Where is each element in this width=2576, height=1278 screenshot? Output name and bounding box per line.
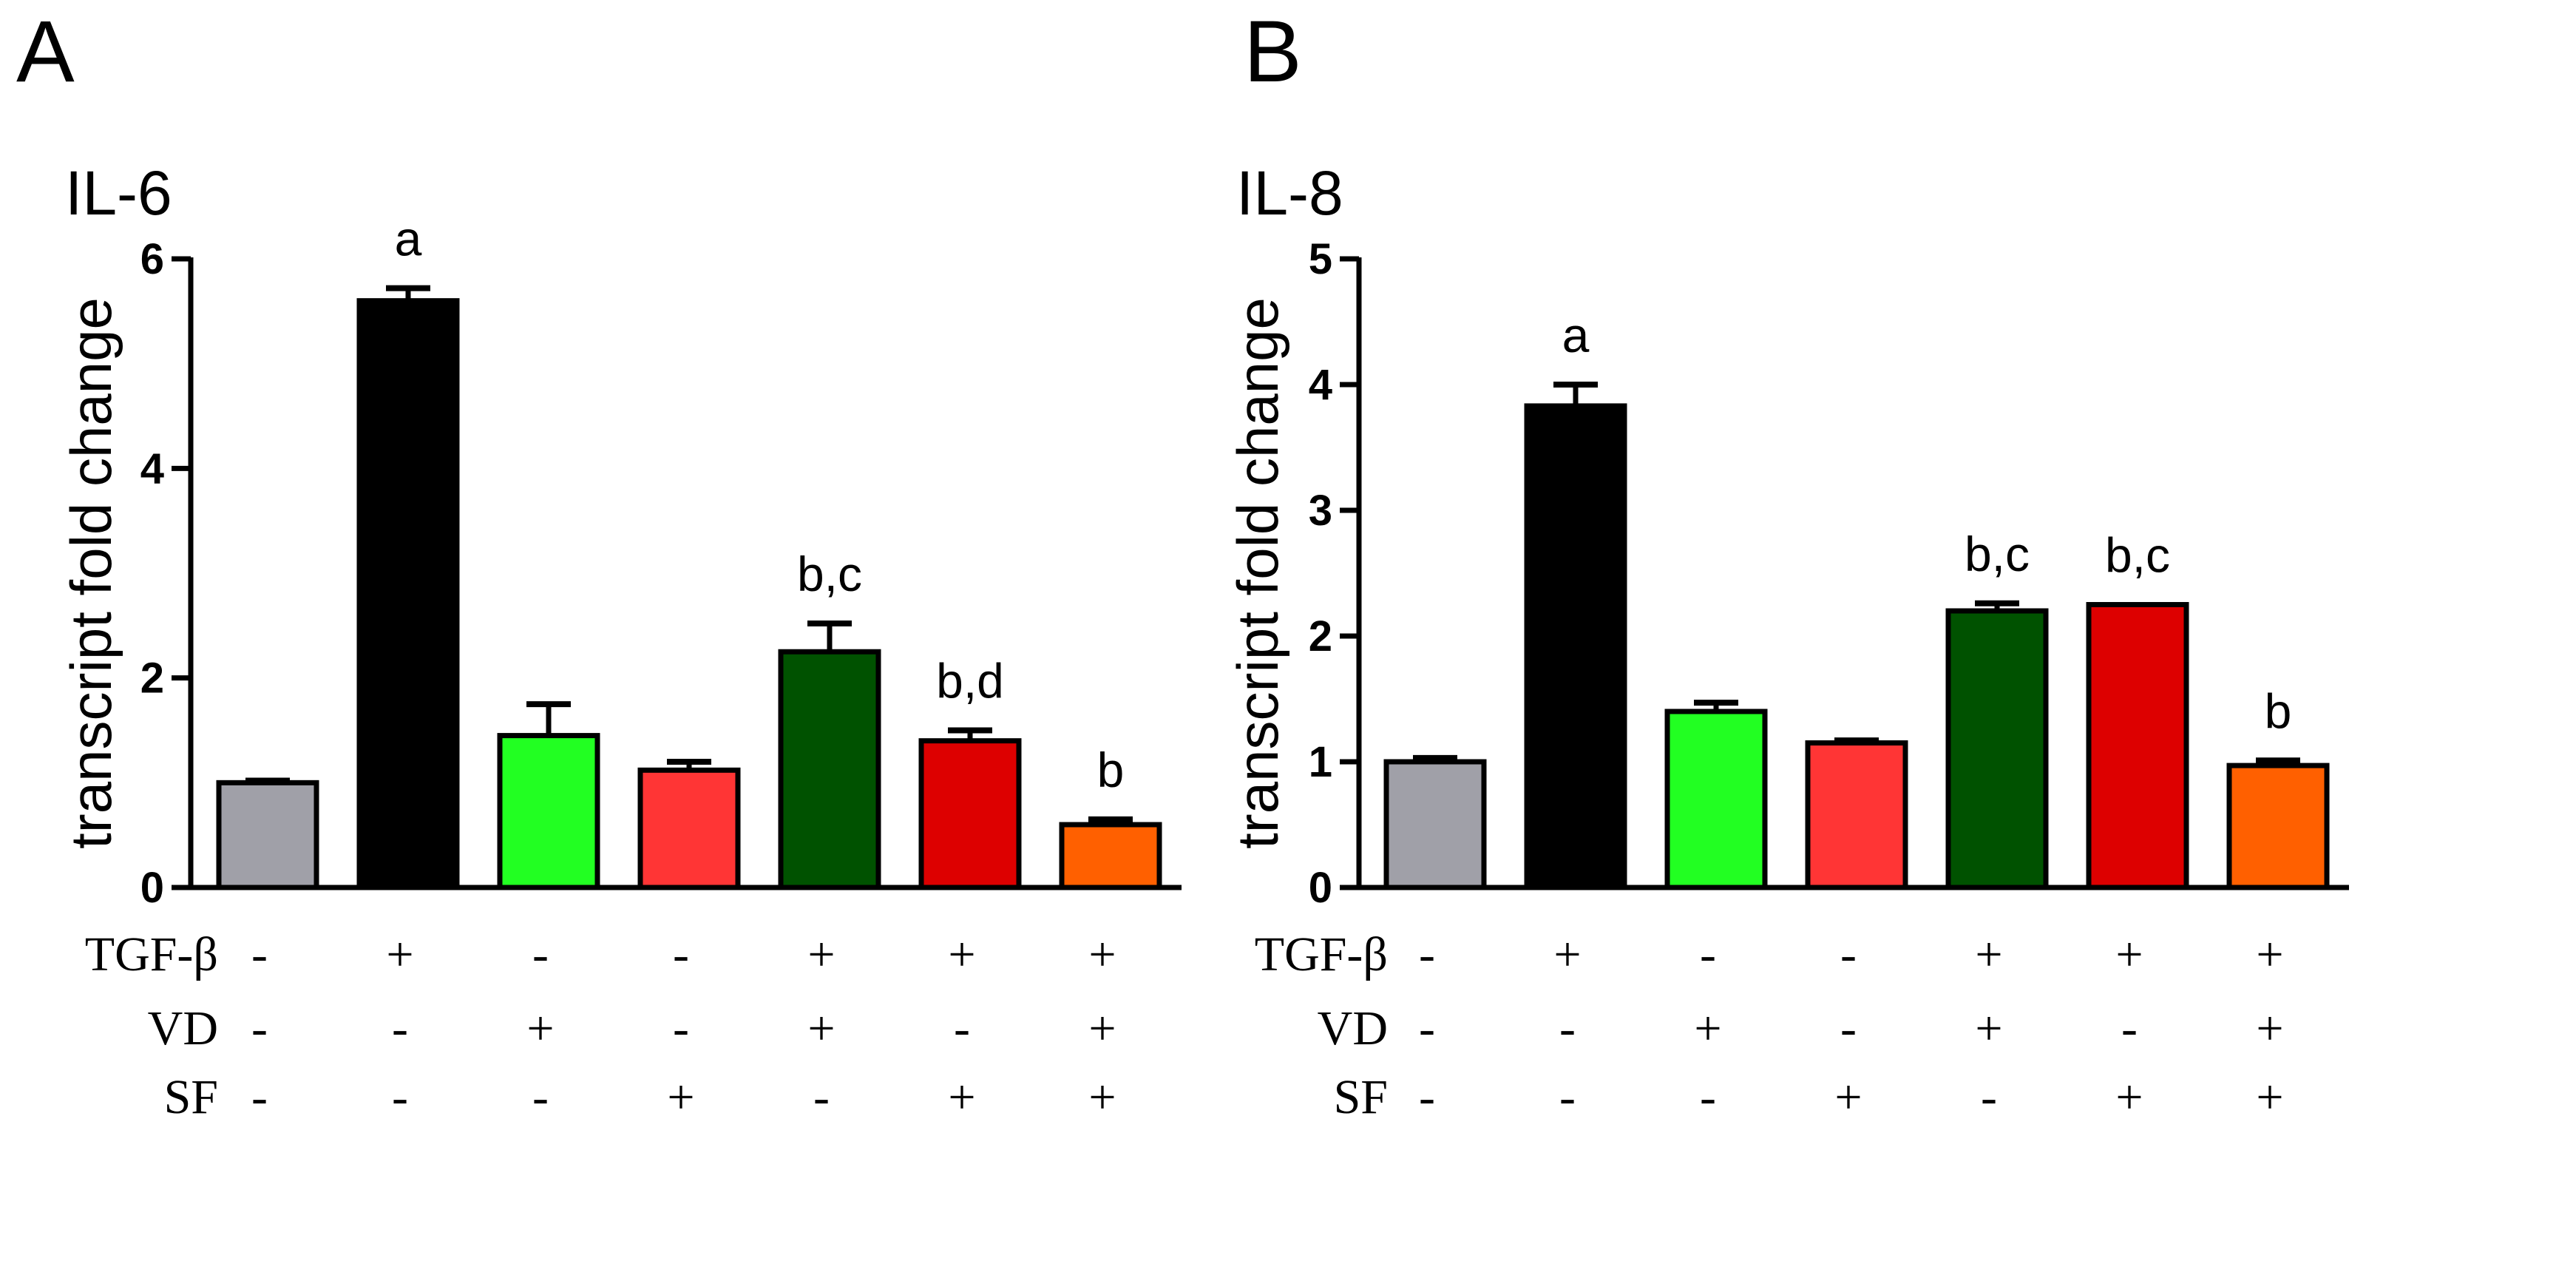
condition-sign: - <box>673 927 689 981</box>
chart-title: IL-8 <box>1236 158 1343 228</box>
y-tick-label: 5 <box>1309 235 1332 283</box>
significance-label: b <box>2265 683 2292 738</box>
bar-6 <box>2086 602 2189 890</box>
y-tick-label: 3 <box>1309 487 1332 535</box>
bar-6 <box>918 738 1022 890</box>
condition-sign: - <box>1840 1001 1857 1055</box>
condition-label: VD <box>148 1001 218 1055</box>
chart-title: IL-6 <box>65 158 172 228</box>
condition-label: SF <box>1334 1070 1388 1124</box>
condition-sign: + <box>2256 927 2283 981</box>
condition-sign: - <box>1559 1001 1576 1055</box>
bar-5 <box>778 649 881 890</box>
condition-sign: - <box>1419 1070 1435 1124</box>
y-tick-label: 0 <box>140 864 164 912</box>
condition-sign: - <box>251 927 268 981</box>
condition-sign: - <box>1840 927 1857 981</box>
bar-1 <box>216 780 319 890</box>
y-tick-label: 4 <box>140 444 164 493</box>
bar-2 <box>356 298 460 890</box>
condition-sign: + <box>667 1070 694 1124</box>
panel-a: A IL-6 transcript fold change 0 2 4 6 a b,c b,d b T… <box>16 3 1182 1124</box>
bar-4 <box>1805 740 1908 890</box>
condition-label: TGF-β <box>1255 927 1388 981</box>
condition-sign: - <box>1700 927 1716 981</box>
significance-label: b,c <box>1965 527 2030 581</box>
y-axis-label: transcript fold change <box>1225 297 1290 849</box>
y-tick-label: 0 <box>1309 864 1332 912</box>
bar-7 <box>2226 763 2330 890</box>
bar-3 <box>1664 709 1768 890</box>
y-tick-label: 1 <box>1309 738 1332 786</box>
condition-sign: - <box>532 1070 549 1124</box>
condition-sign: - <box>532 927 549 981</box>
significance-label: b,d <box>936 654 1004 709</box>
bar-1 <box>1383 759 1487 890</box>
condition-label: VD <box>1318 1001 1388 1055</box>
y-tick-label: 2 <box>140 655 164 703</box>
panel-letter: B <box>1244 3 1302 101</box>
condition-sign: + <box>1088 1070 1116 1124</box>
panel-letter: A <box>16 3 75 101</box>
significance-label: b <box>1097 743 1125 797</box>
condition-sign: + <box>948 1070 975 1124</box>
condition-sign: + <box>2115 1070 2143 1124</box>
condition-sign: + <box>1553 927 1581 981</box>
condition-sign: + <box>2256 1070 2283 1124</box>
significance-label: a <box>395 212 422 266</box>
condition-label: SF <box>164 1070 218 1124</box>
bar-4 <box>637 767 741 890</box>
condition-sign: + <box>526 1001 554 1055</box>
condition-sign: + <box>2115 927 2143 981</box>
bar-3 <box>497 733 600 890</box>
condition-sign: + <box>1975 927 2002 981</box>
condition-sign: + <box>1975 1001 2002 1055</box>
y-tick-label: 2 <box>1309 612 1332 660</box>
condition-sign: + <box>807 927 835 981</box>
condition-sign: + <box>1834 1070 1862 1124</box>
condition-sign: + <box>1088 927 1116 981</box>
bar-7 <box>1059 822 1162 890</box>
significance-label: b,c <box>2105 528 2170 583</box>
condition-sign: - <box>954 1001 970 1055</box>
significance-label: a <box>1562 308 1590 362</box>
condition-sign: - <box>1419 927 1435 981</box>
condition-sign: - <box>2121 1001 2138 1055</box>
condition-sign: - <box>392 1070 408 1124</box>
significance-label: b,c <box>797 547 862 601</box>
bar-5 <box>1945 608 2049 890</box>
condition-sign: - <box>392 1001 408 1055</box>
condition-sign: - <box>673 1001 689 1055</box>
condition-sign: - <box>251 1001 268 1055</box>
condition-sign: - <box>1700 1070 1716 1124</box>
panel-b: B IL-8 transcript fold change 0 1 2 3 4 5 a b,c b,c… <box>1225 3 2349 1124</box>
condition-sign: + <box>807 1001 835 1055</box>
condition-sign: + <box>1694 1001 1721 1055</box>
y-tick-label: 4 <box>1309 361 1332 409</box>
y-tick-label: 6 <box>140 235 164 283</box>
condition-sign: - <box>251 1070 268 1124</box>
bar-2 <box>1524 403 1627 890</box>
condition-sign: + <box>1088 1001 1116 1055</box>
condition-label: TGF-β <box>85 927 218 981</box>
condition-sign: - <box>1981 1070 1997 1124</box>
condition-sign: + <box>2256 1001 2283 1055</box>
condition-sign: + <box>386 927 413 981</box>
condition-sign: - <box>813 1070 830 1124</box>
condition-sign: + <box>948 927 975 981</box>
y-axis-label: transcript fold change <box>58 297 123 849</box>
condition-sign: - <box>1419 1001 1435 1055</box>
condition-sign: - <box>1559 1070 1576 1124</box>
